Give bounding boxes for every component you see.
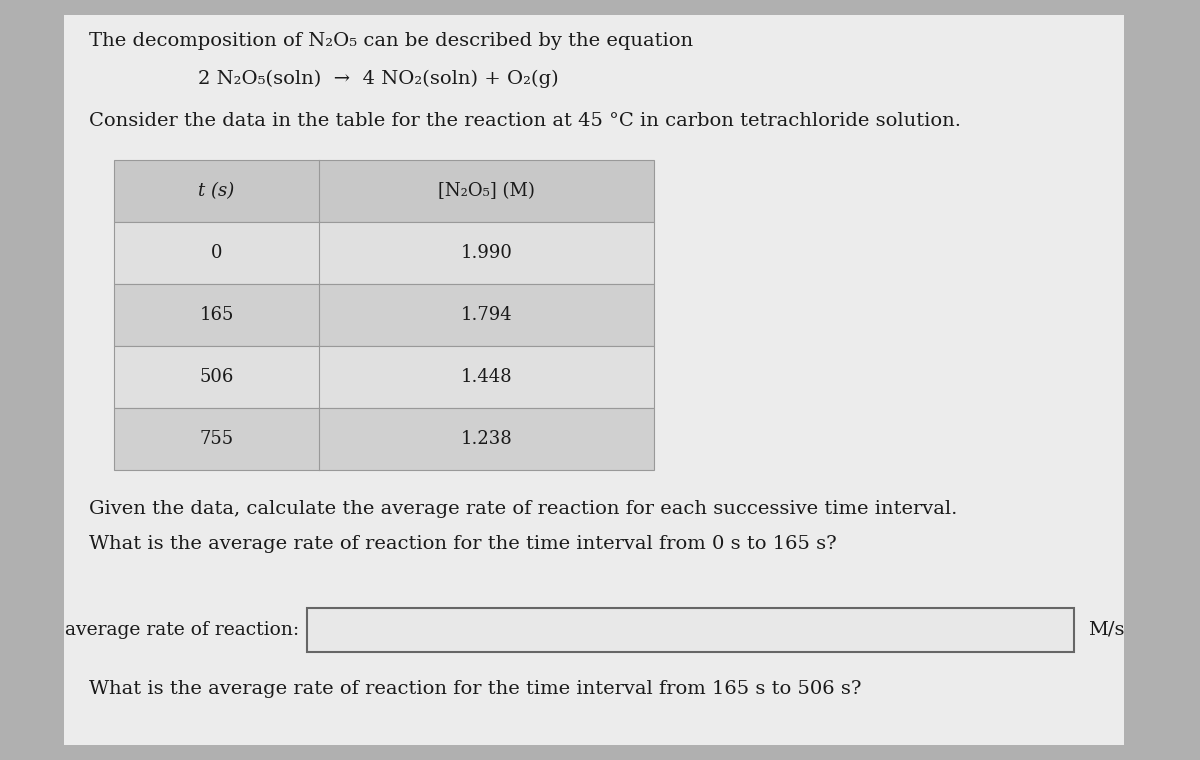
Bar: [114, 284, 654, 346]
Bar: [114, 346, 654, 408]
Text: The decomposition of N₂O₅ can be described by the equation: The decomposition of N₂O₅ can be describ…: [89, 32, 694, 50]
Text: M/s: M/s: [1088, 621, 1124, 639]
Text: 755: 755: [199, 430, 234, 448]
Text: 506: 506: [199, 368, 234, 386]
Text: 2 N₂O₅(soln)  →  4 NO₂(soln) + O₂(g): 2 N₂O₅(soln) → 4 NO₂(soln) + O₂(g): [198, 70, 559, 88]
Text: 0: 0: [211, 244, 222, 262]
Text: Consider the data in the table for the reaction at 45 °C in carbon tetrachloride: Consider the data in the table for the r…: [89, 112, 961, 130]
Bar: [114, 222, 654, 284]
Text: What is the average rate of reaction for the time interval from 0 s to 165 s?: What is the average rate of reaction for…: [89, 535, 836, 553]
Text: Given the data, calculate the average rate of reaction for each successive time : Given the data, calculate the average ra…: [89, 500, 958, 518]
Text: 1.448: 1.448: [461, 368, 512, 386]
Bar: [114, 408, 654, 470]
Text: 1.990: 1.990: [461, 244, 512, 262]
Text: 165: 165: [199, 306, 234, 324]
Bar: [307, 608, 1074, 652]
Text: What is the average rate of reaction for the time interval from 165 s to 506 s?: What is the average rate of reaction for…: [89, 680, 862, 698]
Text: [N₂O₅] (M): [N₂O₅] (M): [438, 182, 535, 200]
Text: average rate of reaction:: average rate of reaction:: [65, 621, 299, 639]
Text: 1.238: 1.238: [461, 430, 512, 448]
Bar: [114, 160, 654, 222]
Bar: [65, 15, 1124, 745]
Text: 1.794: 1.794: [461, 306, 512, 324]
Text: t (s): t (s): [198, 182, 234, 200]
